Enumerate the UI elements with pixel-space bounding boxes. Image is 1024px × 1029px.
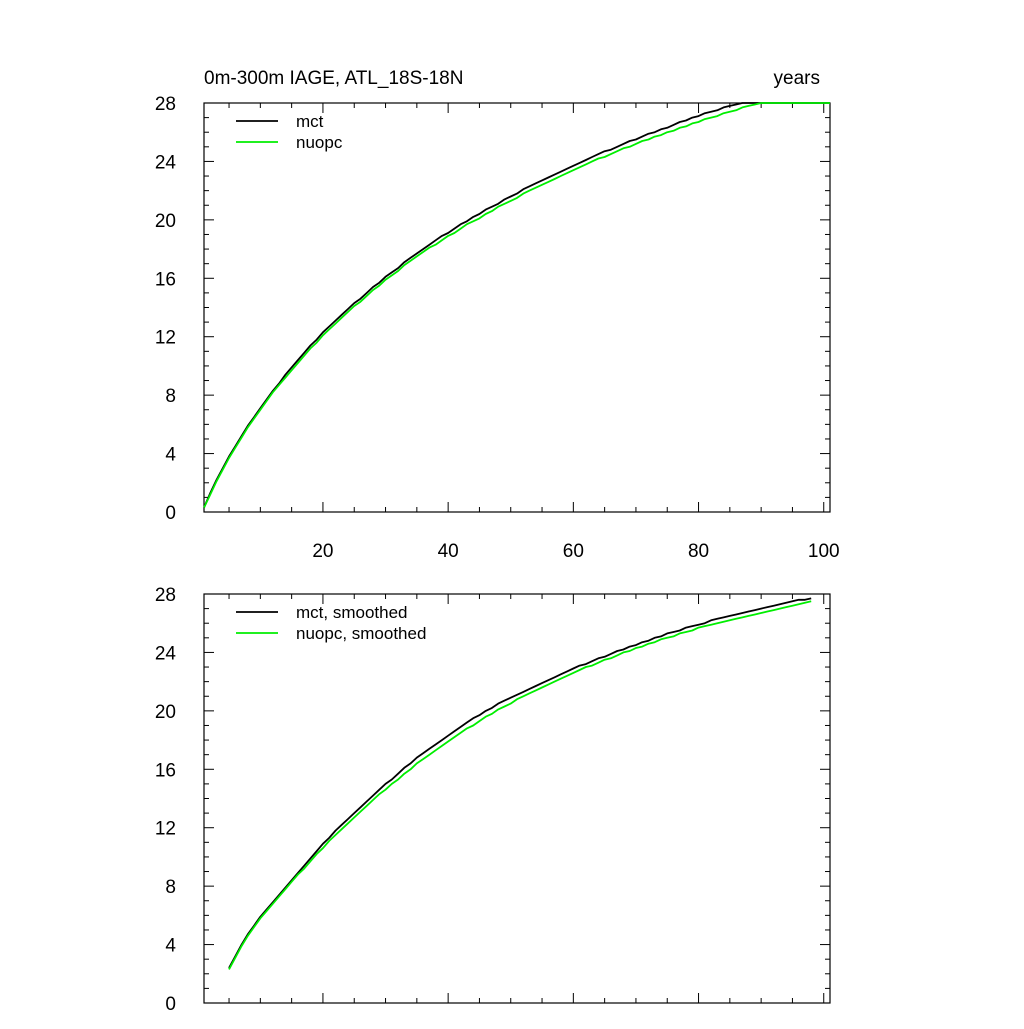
chart-panel-top: 0 4 8 12 16 20 24 28 20 40 60 80 100 0m-300m IAGE, AT…	[155, 68, 840, 562]
plot-frame	[203, 593, 831, 1004]
series-line-mct	[203, 102, 830, 508]
x-tick-label: 80	[688, 541, 709, 562]
units-label: years	[774, 68, 820, 89]
x-tick-label: 60	[563, 541, 584, 562]
y-tick-label: 0	[165, 503, 176, 524]
y-tick-label: 4	[165, 445, 176, 466]
chart-panel-bottom: 0 4 8 12 16 20 24 28 mct, smoothed nuopc, smoothe…	[155, 585, 831, 1015]
y-tick-label: 28	[155, 585, 176, 606]
y-tick-label: 12	[155, 819, 176, 840]
series-line-mct-smoothed	[228, 597, 812, 969]
y-tick-label: 16	[155, 269, 176, 290]
y-tick-label: 28	[155, 94, 176, 115]
chart-title: 0m-300m IAGE, ATL_18S-18N	[204, 68, 463, 89]
legend-label: mct, smoothed	[296, 603, 408, 622]
y-tick-label: 16	[155, 760, 176, 781]
y-tick-label: 24	[155, 643, 177, 664]
y-tick-label: 20	[155, 211, 176, 232]
y-tick-label: 4	[165, 936, 176, 957]
y-tick-label: 24	[155, 152, 177, 173]
y-tick-label: 12	[155, 328, 176, 349]
y-tick-label: 0	[165, 994, 176, 1015]
x-tick-label: 40	[438, 541, 459, 562]
x-tick-label: 20	[312, 541, 333, 562]
y-tick-label: 8	[165, 877, 176, 898]
series-line-nuopc-smoothed	[228, 600, 812, 970]
legend-label: nuopc	[296, 133, 343, 152]
y-tick-label: 20	[155, 702, 176, 723]
x-tick-label: 100	[808, 541, 840, 562]
legend-label: mct	[296, 112, 324, 131]
plot-frame	[203, 102, 831, 513]
series-line-nuopc	[203, 102, 830, 508]
y-tick-label: 8	[165, 386, 176, 407]
legend-label: nuopc, smoothed	[296, 624, 426, 643]
